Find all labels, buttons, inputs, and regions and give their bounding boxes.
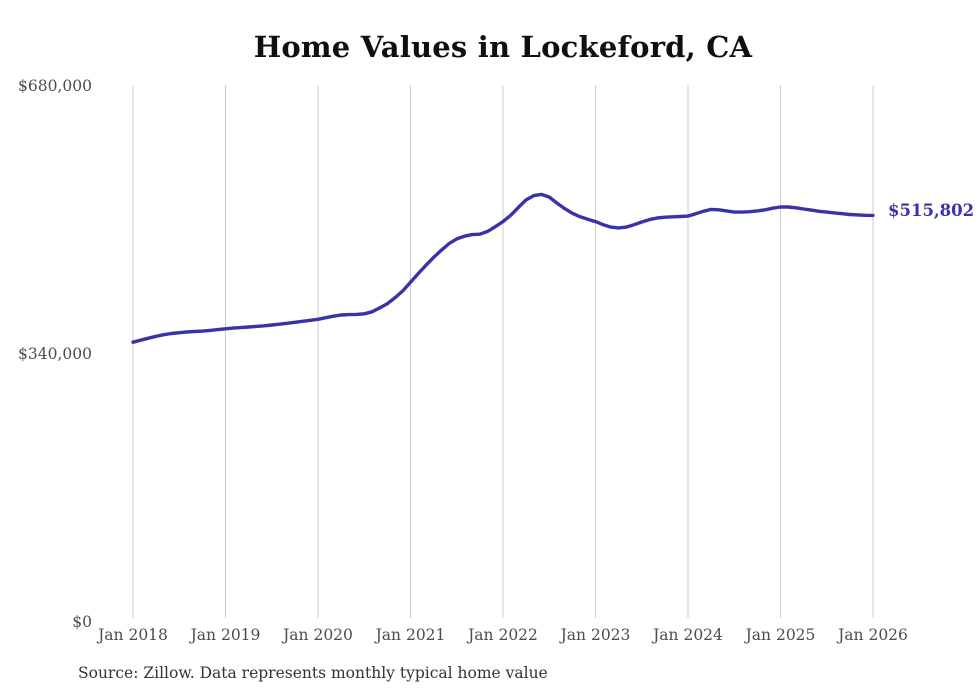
x-axis-tick-label: Jan 2022 <box>468 626 538 644</box>
x-axis-tick-label: Jan 2018 <box>98 626 168 644</box>
x-axis-tick-label: Jan 2025 <box>745 626 816 644</box>
x-axis-tick-label: Jan 2026 <box>838 626 908 644</box>
y-axis-tick-label: $680,000 <box>18 76 92 95</box>
home-value-line <box>131 192 875 344</box>
source-note: Source: Zillow. Data represents monthly … <box>78 664 548 682</box>
x-axis-tick-label: Jan 2023 <box>560 626 631 644</box>
x-axis-tick-label: Jan 2021 <box>375 626 446 644</box>
x-axis-tick-label: Jan 2019 <box>190 626 261 644</box>
y-axis-tick-label: $0 <box>72 612 92 631</box>
x-axis-tick-label: Jan 2020 <box>283 626 353 644</box>
y-axis-tick-label: $340,000 <box>18 344 92 363</box>
chart-title: Home Values in Lockeford, CA <box>253 30 753 64</box>
end-value-label: $515,802 <box>888 201 975 221</box>
x-axis-tick-label: Jan 2024 <box>653 626 723 644</box>
